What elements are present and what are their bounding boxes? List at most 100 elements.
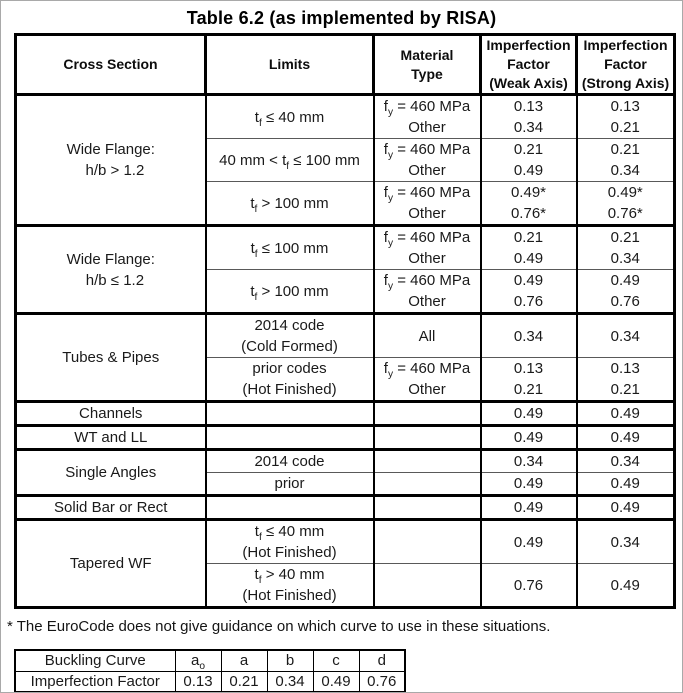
- curve-row-label: Buckling Curve: [14, 649, 176, 672]
- curve-name: d: [358, 649, 406, 672]
- table-row: Tapered WF tf ≤ 40 mm (Hot Finished) 0.49…: [14, 518, 676, 608]
- cell-weak-factor: 0.21 0.49: [479, 138, 578, 182]
- cell-strong-factor: 0.13 0.21: [575, 93, 676, 139]
- cell-cross-section: Tapered WF: [14, 518, 207, 608]
- table-row: tf > 100 mm fy = 460 MPa Other 0.49 0.76 0…: [16, 269, 676, 314]
- cell-cross-section: Wide Flange: h/b ≤ 1.2: [14, 224, 207, 314]
- cell-strong-factor: 0.49: [575, 563, 676, 608]
- header-limits: Limits: [204, 33, 375, 96]
- cell-strong-factor: 0.49: [575, 494, 676, 520]
- cell-weak-factor: 0.34: [479, 312, 578, 358]
- cell-material: fy = 460 MPa Other: [372, 269, 482, 314]
- curve-header-row: Buckling Curve ao a b c d: [14, 649, 406, 672]
- cell-weak-factor: 0.34: [479, 448, 578, 473]
- table-row: Single Angles 2014 code 0.34 0.34: [14, 448, 676, 496]
- header-material-type: Material Type: [372, 33, 482, 96]
- cell-strong-factor: 0.34: [575, 448, 676, 473]
- cell-material: [372, 424, 482, 450]
- cell-cross-section: Solid Bar or Rect: [14, 494, 207, 520]
- cell-material: All: [372, 312, 482, 358]
- cell-material: [372, 448, 482, 473]
- table-row: prior codes (Hot Finished) fy = 460 MPa Ot…: [16, 357, 676, 402]
- curve-factor: 0.49: [312, 670, 360, 692]
- cell-weak-factor: 0.49 0.76: [479, 269, 578, 314]
- cell-limits: [204, 424, 375, 450]
- table-row: Wide Flange: h/b > 1.2 tf ≤ 40 mm fy = 4…: [14, 93, 676, 226]
- cell-strong-factor: 0.49 0.76: [575, 269, 676, 314]
- cell-weak-factor: 0.49: [479, 494, 578, 520]
- cell-limits: tf > 40 mm (Hot Finished): [204, 563, 375, 608]
- cell-limits: tf > 100 mm: [204, 269, 375, 314]
- cell-strong-factor: 0.49: [575, 400, 676, 426]
- cell-material: fy = 460 MPa Other: [372, 93, 482, 139]
- cell-weak-factor: 0.21 0.49: [479, 224, 578, 270]
- table-row: prior 0.49 0.49: [16, 472, 676, 496]
- curve-name: a: [220, 649, 268, 672]
- cell-weak-factor: 0.49* 0.76*: [479, 181, 578, 226]
- cell-material: [372, 518, 482, 564]
- table-row: Channels 0.49 0.49: [14, 400, 676, 426]
- cell-limits: prior codes (Hot Finished): [204, 357, 375, 402]
- cell-limits: 2014 code (Cold Formed): [204, 312, 375, 358]
- curve-name: c: [312, 649, 360, 672]
- cell-strong-factor: 0.21 0.34: [575, 138, 676, 182]
- cell-material: fy = 460 MPa Other: [372, 138, 482, 182]
- curve-name: b: [266, 649, 314, 672]
- cell-strong-factor: 0.49* 0.76*: [575, 181, 676, 226]
- cell-material: [372, 494, 482, 520]
- cell-limits: 40 mm < tf ≤ 100 mm: [204, 138, 375, 182]
- cell-material: fy = 460 MPa Other: [372, 357, 482, 402]
- cell-strong-factor: 0.49: [575, 424, 676, 450]
- cell-limits: tf ≤ 40 mm (Hot Finished): [204, 518, 375, 564]
- table-row: 40 mm < tf ≤ 100 mm fy = 460 MPa Other 0.…: [16, 138, 676, 182]
- table-row: Solid Bar or Rect 0.49 0.49: [14, 494, 676, 520]
- cell-weak-factor: 0.13 0.34: [479, 93, 578, 139]
- cell-limits: tf ≤ 100 mm: [204, 224, 375, 270]
- curve-name: ao: [174, 649, 222, 672]
- cell-limits: prior: [204, 472, 375, 496]
- cell-cross-section: WT and LL: [14, 424, 207, 450]
- cell-material: [372, 563, 482, 608]
- cell-weak-factor: 0.13 0.21: [479, 357, 578, 402]
- cell-limits: [204, 400, 375, 426]
- cell-weak-factor: 0.76: [479, 563, 578, 608]
- cell-limits: [204, 494, 375, 520]
- table-row: WT and LL 0.49 0.49: [14, 424, 676, 450]
- cell-strong-factor: 0.49: [575, 472, 676, 496]
- cell-weak-factor: 0.49: [479, 424, 578, 450]
- table-row: Tubes & Pipes 2014 code (Cold Formed) All…: [14, 312, 676, 402]
- cell-material: fy = 460 MPa Other: [372, 224, 482, 270]
- header-row: Cross Section Limits Material Type Imperf…: [14, 33, 676, 96]
- cell-material: [372, 472, 482, 496]
- curve-factor: 0.13: [174, 670, 222, 692]
- cell-material: [372, 400, 482, 426]
- buckling-curve-table: Buckling Curve ao a b c d Imperfection F…: [14, 649, 406, 692]
- cell-weak-factor: 0.49: [479, 472, 578, 496]
- cell-weak-factor: 0.49: [479, 518, 578, 564]
- cell-strong-factor: 0.13 0.21: [575, 357, 676, 402]
- page-title: Table 6.2 (as implemented by RISA): [186, 8, 497, 28]
- imperfection-factor-table: Cross Section Limits Material Type Imperf…: [14, 33, 676, 609]
- curve-value-row: Imperfection Factor 0.13 0.21 0.34 0.49 …: [14, 670, 406, 692]
- cell-cross-section: Tubes & Pipes: [14, 312, 207, 402]
- table-row: tf > 100 mm fy = 460 MPa Other 0.49* 0.76*…: [16, 181, 676, 226]
- header-imperfection-strong: Imperfection Factor (Strong Axis): [575, 33, 676, 96]
- table-row: tf > 40 mm (Hot Finished) 0.76 0.49: [16, 563, 676, 608]
- header-cross-section: Cross Section: [14, 33, 207, 96]
- cell-weak-factor: 0.49: [479, 400, 578, 426]
- table-row: Wide Flange: h/b ≤ 1.2 tf ≤ 100 mm fy = …: [14, 224, 676, 314]
- cell-cross-section: Single Angles: [14, 448, 207, 496]
- cell-strong-factor: 0.34: [575, 518, 676, 564]
- cell-limits: 2014 code: [204, 448, 375, 473]
- curve-factor: 0.76: [358, 670, 406, 692]
- cell-strong-factor: 0.21 0.34: [575, 224, 676, 270]
- cell-limits: tf ≤ 40 mm: [204, 93, 375, 139]
- header-imperfection-weak: Imperfection Factor (Weak Axis): [479, 33, 578, 96]
- cell-limits: tf > 100 mm: [204, 181, 375, 226]
- cell-strong-factor: 0.34: [575, 312, 676, 358]
- footnote: * The EuroCode does not give guidance on…: [7, 618, 551, 635]
- curve-row-label: Imperfection Factor: [14, 670, 176, 692]
- cell-cross-section: Channels: [14, 400, 207, 426]
- cell-cross-section: Wide Flange: h/b > 1.2: [14, 93, 207, 226]
